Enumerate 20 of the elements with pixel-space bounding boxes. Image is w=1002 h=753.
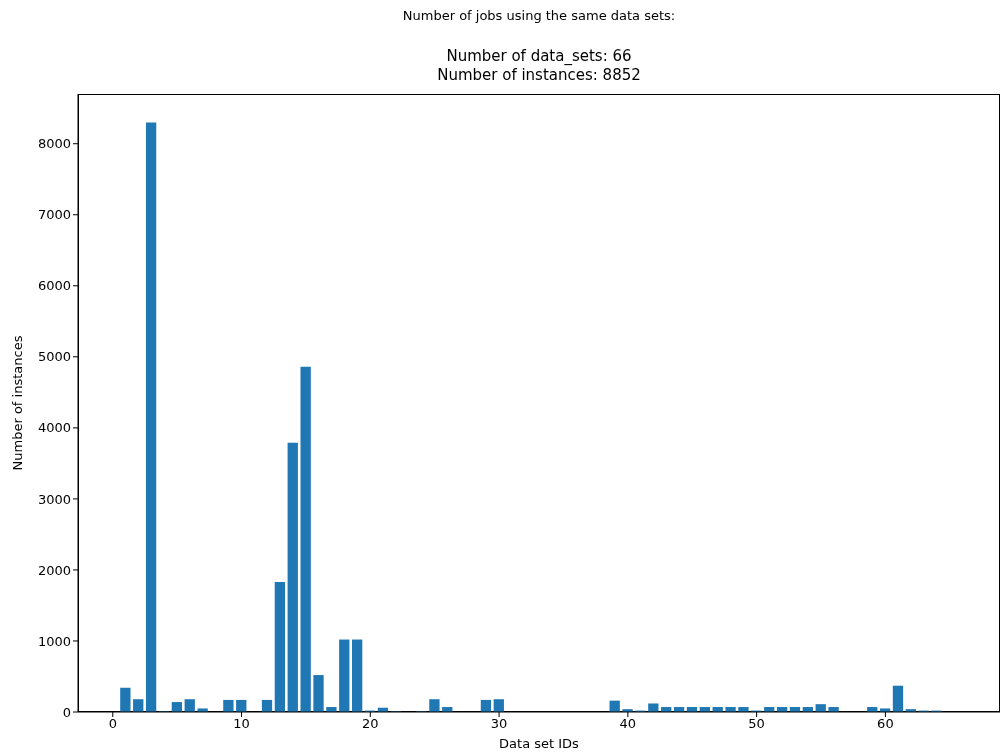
x-tick-label: 40 bbox=[619, 716, 637, 732]
y-tick-label: 2000 bbox=[37, 562, 71, 578]
y-tick-label: 5000 bbox=[37, 349, 71, 365]
y-axis-title: Number of instances bbox=[9, 334, 26, 473]
chart-subtitle: Number of data_sets: 66 Number of instances: 8852 bbox=[436, 47, 642, 84]
y-tick-label: 4000 bbox=[37, 420, 71, 436]
chart-title: Number of jobs using the same data sets: bbox=[401, 8, 677, 23]
y-tick-label: 1000 bbox=[37, 633, 71, 649]
y-tick-label: 0 bbox=[62, 704, 71, 720]
y-tick-label: 8000 bbox=[37, 136, 71, 152]
x-tick-label: 60 bbox=[877, 716, 894, 732]
x-tick-label: 10 bbox=[233, 716, 250, 732]
x-axis-title: Data set IDs bbox=[498, 736, 580, 751]
y-tick-label: 3000 bbox=[37, 491, 71, 507]
x-tick-label: 20 bbox=[362, 716, 379, 732]
y-tick-label: 6000 bbox=[37, 278, 71, 294]
x-tick-label: 0 bbox=[108, 716, 117, 732]
y-tick-label: 7000 bbox=[37, 207, 71, 223]
x-tick-label: 50 bbox=[748, 716, 765, 732]
x-tick-label: 30 bbox=[490, 716, 508, 732]
